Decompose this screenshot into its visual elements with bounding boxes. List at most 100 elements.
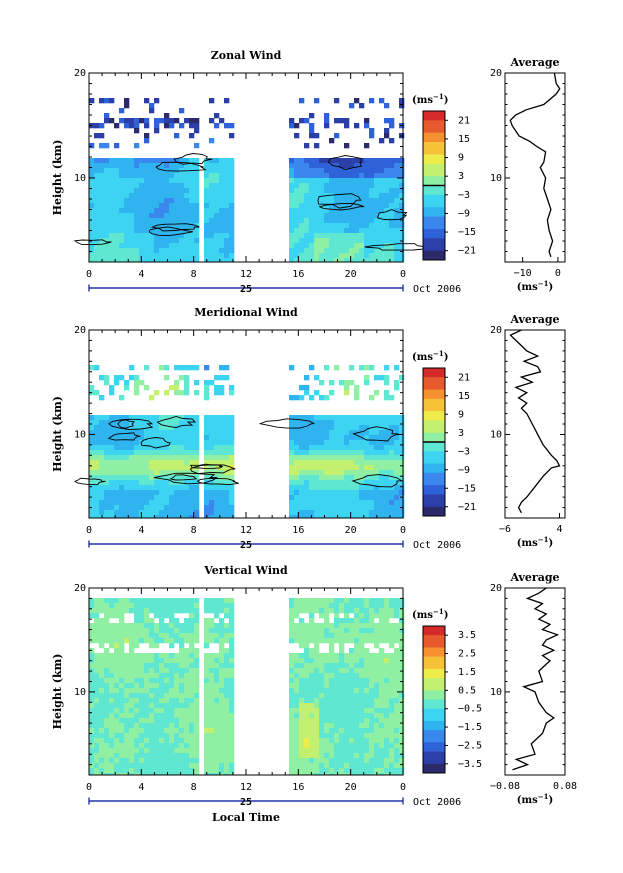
heatmap-cell	[369, 653, 375, 659]
heatmap-cell	[189, 460, 195, 466]
heatmap-cell	[119, 178, 125, 184]
heatmap-cell	[169, 218, 175, 224]
heatmap-cell	[154, 698, 160, 704]
heatmap-cell	[189, 158, 195, 164]
heatmap-cell	[204, 668, 210, 674]
heatmap-cell	[94, 713, 100, 719]
heatmap-cell	[189, 253, 195, 259]
heatmap-cell	[394, 465, 400, 471]
heatmap-cell	[324, 698, 330, 704]
heatmap-cell	[339, 213, 345, 219]
heatmap-cell	[169, 238, 175, 244]
heatmap-cell	[294, 713, 300, 719]
heatmap-cell	[354, 673, 360, 679]
heatmap-cell	[209, 168, 215, 174]
heatmap-cell	[364, 258, 370, 263]
heatmap-cell	[179, 163, 185, 169]
heatmap-cell	[194, 445, 200, 451]
heatmap-cell	[309, 203, 315, 209]
panel-title: Meridional Wind	[194, 306, 298, 319]
heatmap-cell	[104, 738, 110, 744]
heatmap-cell	[349, 465, 355, 471]
heatmap-cell	[289, 653, 295, 659]
heatmap-cell	[309, 128, 315, 134]
heatmap-cell	[159, 510, 165, 516]
heatmap-cell	[204, 193, 210, 199]
heatmap-cell	[139, 218, 145, 224]
heatmap-cell	[214, 668, 220, 674]
heatmap-cell	[319, 168, 325, 174]
heatmap-cell	[299, 470, 305, 476]
heatmap-cell	[364, 515, 370, 519]
heatmap-cell	[194, 683, 200, 689]
heatmap-cell	[99, 238, 105, 244]
heatmap-cell	[364, 480, 370, 486]
heatmap-cell	[374, 208, 380, 214]
heatmap-cell	[389, 470, 395, 476]
heatmap-cell	[94, 248, 100, 254]
heatmap-cell	[334, 623, 340, 629]
heatmap-cell	[144, 258, 150, 263]
heatmap-cell	[369, 203, 375, 209]
colorbar-segment	[423, 166, 445, 171]
heatmap-cell	[149, 748, 155, 754]
heatmap-cell	[304, 163, 310, 169]
heatmap-cell	[384, 188, 390, 194]
heatmap-cell	[99, 623, 105, 629]
heatmap-cell	[99, 435, 105, 441]
heatmap-cell	[94, 743, 100, 749]
heatmap-cell	[144, 188, 150, 194]
heatmap-cell	[229, 163, 235, 169]
heatmap-cell	[289, 718, 295, 724]
heatmap-cell	[334, 505, 340, 511]
contours	[74, 416, 404, 488]
heatmap-cell	[289, 743, 295, 749]
heatmap-cell	[184, 495, 190, 501]
heatmap-cell	[169, 208, 175, 214]
heatmap-cell	[339, 618, 345, 624]
heatmap-cell	[354, 708, 360, 714]
heatmap-cell	[224, 495, 230, 501]
heatmap-cell	[194, 208, 200, 214]
heatmap-cell	[209, 763, 215, 769]
colorbar-segment	[423, 228, 445, 233]
heatmap-cell	[374, 228, 380, 234]
heatmap-cell	[309, 663, 315, 669]
heatmap-cell	[294, 495, 300, 501]
heatmap-cell	[399, 638, 405, 644]
heatmap-cell	[304, 490, 310, 496]
heatmap-cell	[184, 758, 190, 764]
heatmap-cell	[304, 118, 310, 124]
heatmap-cell	[179, 258, 185, 263]
heatmap-cell	[139, 743, 145, 749]
heatmap-cell	[364, 365, 370, 371]
heatmap-cell	[314, 688, 320, 694]
heatmap-cell	[94, 628, 100, 634]
heatmap-cell	[154, 98, 160, 104]
colorbar-segment	[423, 429, 445, 434]
heatmap-cell	[89, 198, 95, 204]
heatmap-cell	[324, 440, 330, 446]
date-suffix: Oct 2006	[413, 540, 461, 551]
heatmap-cell	[209, 188, 215, 194]
heatmap-cell	[229, 753, 235, 759]
heatmap-cell	[109, 673, 115, 679]
heatmap-cell	[154, 688, 160, 694]
heatmap-cell	[129, 515, 135, 519]
heatmap-cell	[304, 168, 310, 174]
heatmap-cell	[224, 208, 230, 214]
heatmap-cell	[164, 173, 170, 179]
heatmap-cell	[214, 420, 220, 426]
heatmap-cell	[309, 763, 315, 769]
heatmap-cell	[354, 683, 360, 689]
heatmap-cell	[399, 158, 405, 164]
heatmap-cell	[134, 728, 140, 734]
heatmap-cell	[399, 198, 405, 204]
heatmap-cell	[374, 733, 380, 739]
heatmap-cell	[184, 158, 190, 164]
heatmap-cell	[149, 753, 155, 759]
heatmap-cell	[384, 500, 390, 506]
heatmap-cell	[99, 455, 105, 461]
heatmap-cell	[169, 763, 175, 769]
heatmap-cell	[124, 233, 130, 239]
